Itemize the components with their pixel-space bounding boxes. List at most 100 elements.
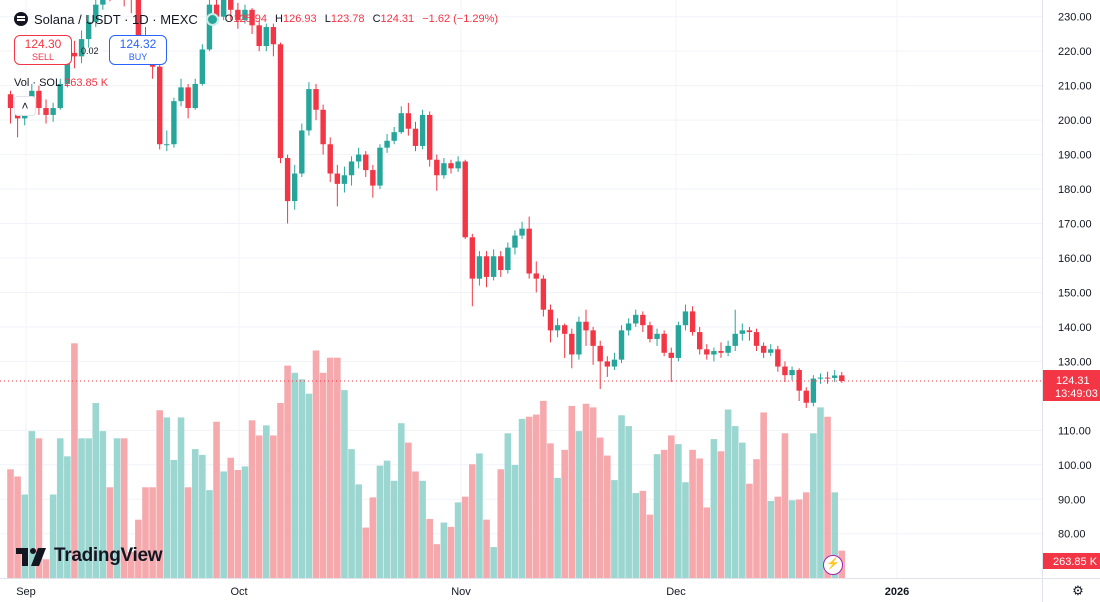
volume-bar: [234, 470, 242, 578]
volume-bar: [362, 527, 370, 578]
candle: [130, 0, 132, 14]
candle: [313, 83, 319, 121]
candle: [739, 323, 746, 341]
candle: [199, 44, 206, 86]
volume-bar: [170, 459, 178, 578]
buy-price: 124.32: [119, 37, 157, 51]
volume-bar: [667, 435, 675, 578]
volume-bar: [675, 444, 682, 578]
candle: [220, 0, 227, 21]
lightning-icon[interactable]: ⚡: [823, 555, 843, 575]
collapse-legend-button[interactable]: ˄: [14, 96, 36, 116]
volume-bar: [490, 547, 497, 578]
candle: [7, 90, 14, 124]
volume-bar: [810, 433, 817, 578]
volume-legend: Vol · SOL 263.85 K: [14, 77, 108, 89]
volume-bar: [92, 403, 100, 578]
volume-bar: [341, 390, 348, 578]
candle: [547, 304, 554, 343]
volume-bar: [42, 559, 50, 578]
candle: [299, 123, 305, 177]
candle: [228, 0, 234, 21]
volume-bar: [561, 449, 568, 578]
price-tick-label: 90.00: [1058, 494, 1086, 506]
price-tick-label: 160.00: [1058, 253, 1092, 265]
volume-bar: [454, 502, 462, 578]
candle: [483, 251, 490, 288]
volume-bar: [248, 420, 256, 578]
tradingview-logo[interactable]: TradingView: [16, 545, 163, 567]
price-badge-countdown: 13:49:03: [1055, 388, 1098, 400]
candle: [718, 342, 724, 358]
volume-bar: [49, 494, 57, 578]
candle: [78, 30, 85, 64]
volume-bar: [14, 476, 21, 578]
candle: [363, 151, 369, 177]
candle: [263, 23, 269, 52]
volume-bar: [618, 415, 625, 578]
buy-button[interactable]: 124.32 BUY: [109, 35, 167, 65]
volume-bar: [7, 469, 14, 578]
candle: [455, 156, 461, 172]
volume-bar: [156, 410, 164, 578]
candle: [618, 325, 625, 364]
volume-bar: [774, 496, 782, 578]
volume-bar: [35, 438, 43, 578]
candle: [675, 321, 682, 362]
price-tick-label: 80.00: [1058, 529, 1086, 541]
candle: [277, 42, 284, 164]
candle: [384, 133, 390, 153]
volume-bar: [802, 492, 810, 578]
volume-bar: [611, 480, 618, 578]
volume-bar: [753, 459, 760, 578]
candle: [810, 375, 817, 407]
candle: [50, 102, 56, 122]
candle: [654, 328, 660, 346]
volume-bar: [575, 431, 583, 578]
candle: [746, 326, 753, 341]
tradingview-brand: TradingView: [54, 545, 163, 566]
volume-bar: [582, 403, 590, 578]
buy-label: BUY: [128, 52, 148, 62]
low-value: 123.78: [330, 13, 365, 25]
price-tick-label: 230.00: [1058, 12, 1092, 24]
candle: [341, 166, 348, 193]
time-tick-label: 2026: [885, 586, 909, 598]
candle: [782, 361, 788, 383]
candle: [405, 102, 412, 136]
candle: [36, 85, 42, 115]
candle: [789, 366, 795, 381]
sell-button[interactable]: 124.30 SELL: [14, 35, 72, 65]
volume-bar: [710, 439, 718, 578]
candle: [533, 261, 539, 293]
candle: [760, 342, 767, 358]
time-tick-label: Nov: [451, 586, 471, 598]
market-open-icon: [207, 14, 217, 24]
candle: [611, 352, 618, 370]
volume-bar: [284, 365, 291, 578]
time-axis[interactable]: Sep Oct Nov Dec 2026: [16, 586, 909, 598]
volume-bar: [397, 423, 405, 578]
volume-bar: [739, 442, 746, 578]
volume-bar: [298, 379, 306, 578]
volume-bar: [28, 431, 36, 578]
volume-bar: [682, 482, 689, 578]
price-axis[interactable]: 230.00 220.00 210.00 200.00 190.00 180.00 170.…: [1042, 0, 1092, 602]
gear-icon[interactable]: ⚙: [1072, 583, 1084, 598]
time-tick-label: Sep: [16, 586, 36, 598]
solana-coin-icon: [14, 12, 28, 26]
chart-header: Solana / USDT · 1D · MEXC O125.94 H126.9…: [14, 10, 503, 28]
volume-bar: [390, 480, 398, 578]
symbol-title[interactable]: Solana / USDT · 1D · MEXC: [34, 11, 198, 27]
volume-bar: [767, 500, 775, 578]
candle: [249, 8, 255, 34]
change-value: −1.62 (−1.29%): [422, 13, 499, 25]
volume-bar: [760, 412, 767, 578]
close-value: 124.31: [380, 13, 415, 25]
volume-bar: [334, 357, 341, 578]
candle: [206, 0, 213, 52]
candle: [441, 158, 447, 179]
price-badge-value: 124.31: [1056, 375, 1090, 387]
volume-bar: [277, 403, 284, 578]
